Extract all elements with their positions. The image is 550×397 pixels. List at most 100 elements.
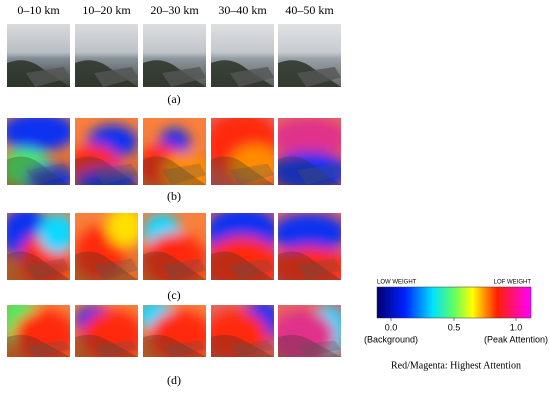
heatmap bbox=[7, 118, 70, 185]
colorbar-title: LOW WEIGHT bbox=[377, 280, 417, 286]
photo-building bbox=[93, 66, 138, 87]
photo-hill bbox=[211, 251, 274, 280]
photo-building bbox=[229, 258, 274, 280]
heat-blob bbox=[161, 151, 206, 185]
heat-blobs bbox=[143, 213, 206, 280]
photo-hill bbox=[75, 334, 138, 357]
photo-hill bbox=[278, 156, 341, 185]
photo-building bbox=[93, 340, 138, 357]
photo-building bbox=[296, 340, 341, 357]
heat-blob bbox=[211, 310, 268, 357]
heatmap bbox=[7, 213, 70, 280]
heat-blob bbox=[25, 164, 70, 185]
photo-building bbox=[25, 258, 70, 280]
photo-building bbox=[161, 66, 206, 87]
photo-hill bbox=[7, 156, 70, 185]
colorbar-tick-label: 0.0 bbox=[385, 322, 398, 332]
heatmap bbox=[211, 118, 274, 185]
column-label: 30–40 km bbox=[218, 3, 267, 17]
heatmap bbox=[143, 118, 206, 185]
heat-blob bbox=[211, 236, 274, 280]
photo-building bbox=[25, 66, 70, 87]
heatmap bbox=[7, 305, 70, 357]
photo-building bbox=[229, 340, 274, 357]
heat-blobs bbox=[7, 305, 70, 357]
heat-blobs bbox=[211, 118, 274, 185]
panel-label: (a) bbox=[167, 92, 180, 106]
panel-label: (d) bbox=[167, 373, 181, 387]
photo-hill bbox=[143, 156, 206, 185]
heat-blobs bbox=[75, 213, 138, 280]
photo-building bbox=[229, 66, 274, 87]
colorbar-title: LOF WEIGHT bbox=[494, 280, 532, 286]
colorbar-note: (Peak Attention) bbox=[484, 334, 548, 344]
heat-blob bbox=[81, 310, 138, 357]
heatmap bbox=[143, 213, 206, 280]
heat-blob bbox=[229, 144, 274, 185]
heatmap bbox=[75, 213, 138, 280]
photo-hill bbox=[7, 251, 70, 280]
photo bbox=[143, 24, 206, 87]
heat-blob bbox=[278, 246, 341, 280]
heatmap bbox=[211, 213, 274, 280]
heat-blob bbox=[38, 213, 70, 254]
heat-blobs bbox=[278, 305, 341, 357]
column-label: 40–50 km bbox=[285, 3, 334, 17]
heat-blobs bbox=[211, 305, 274, 357]
photo-building bbox=[93, 163, 138, 185]
photo bbox=[75, 24, 138, 87]
photo-hill bbox=[143, 334, 206, 357]
heat-blobs bbox=[278, 118, 341, 185]
column-label: 10–20 km bbox=[82, 3, 131, 17]
photo-building bbox=[25, 340, 70, 357]
colorbar-note: (Background) bbox=[364, 334, 418, 344]
heat-blobs bbox=[7, 118, 70, 185]
photo-hill bbox=[75, 156, 138, 185]
column-label: 0–10 km bbox=[17, 3, 60, 17]
heatmap bbox=[278, 213, 341, 280]
heat-blob bbox=[106, 213, 138, 247]
heatmap bbox=[75, 305, 138, 357]
photo bbox=[278, 24, 341, 87]
heat-blob bbox=[7, 118, 70, 152]
photo-hill bbox=[211, 334, 274, 357]
heat-blob bbox=[278, 118, 341, 159]
photo-building bbox=[161, 163, 206, 185]
heatmap bbox=[278, 118, 341, 185]
heat-blob bbox=[13, 310, 70, 357]
heat-blobs bbox=[278, 213, 341, 280]
heatmap bbox=[143, 305, 206, 357]
heat-blobs bbox=[143, 305, 206, 357]
heat-blob bbox=[143, 233, 206, 280]
heat-blob bbox=[149, 310, 206, 357]
photo-building bbox=[229, 163, 274, 185]
colorbar-tick-label: 0.5 bbox=[448, 322, 461, 332]
photo-building bbox=[296, 163, 341, 185]
photo bbox=[7, 24, 70, 87]
caption: Red/Magenta: Highest Attention bbox=[391, 360, 521, 371]
column-label: 20–30 km bbox=[150, 3, 199, 17]
heatmap bbox=[211, 305, 274, 357]
photo-hill bbox=[75, 251, 138, 280]
heat-blob bbox=[278, 151, 341, 185]
heatmap bbox=[75, 118, 138, 185]
heat-blobs bbox=[211, 213, 274, 280]
photo-hill bbox=[211, 156, 274, 185]
photo-building bbox=[296, 258, 341, 280]
colorbar bbox=[376, 286, 532, 319]
panel-label: (b) bbox=[167, 189, 181, 203]
heatmap bbox=[278, 305, 341, 357]
photo-building bbox=[296, 66, 341, 87]
heat-blob bbox=[75, 168, 138, 185]
photo-hill bbox=[278, 251, 341, 280]
panel-label: (c) bbox=[167, 288, 180, 302]
photo-hill bbox=[143, 251, 206, 280]
photo-building bbox=[93, 258, 138, 280]
heat-blob bbox=[278, 213, 341, 254]
colorbar-tick-label: 1.0 bbox=[510, 322, 523, 332]
heat-blobs bbox=[7, 213, 70, 280]
heat-blob bbox=[278, 310, 335, 357]
photo-building bbox=[161, 258, 206, 280]
